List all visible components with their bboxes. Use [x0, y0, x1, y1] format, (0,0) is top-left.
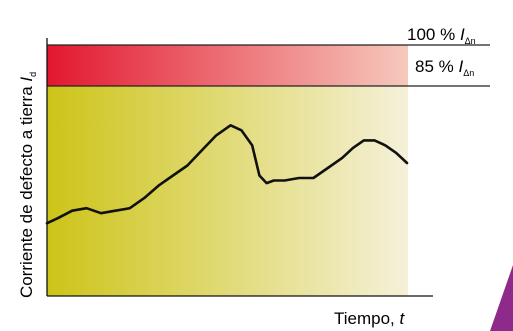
- threshold-label-100: 100 % IΔn: [407, 25, 476, 46]
- threshold-band: [47, 45, 408, 86]
- series-line: [45, 124, 409, 225]
- threshold-label-85: 85 % IΔn: [415, 57, 474, 78]
- plot-background: [47, 86, 408, 296]
- x-axis-label: Tiempo, t: [334, 309, 406, 328]
- corner-decoration: [490, 265, 513, 331]
- y-axis-label: Corriente de defecto a tierra Id: [17, 72, 38, 298]
